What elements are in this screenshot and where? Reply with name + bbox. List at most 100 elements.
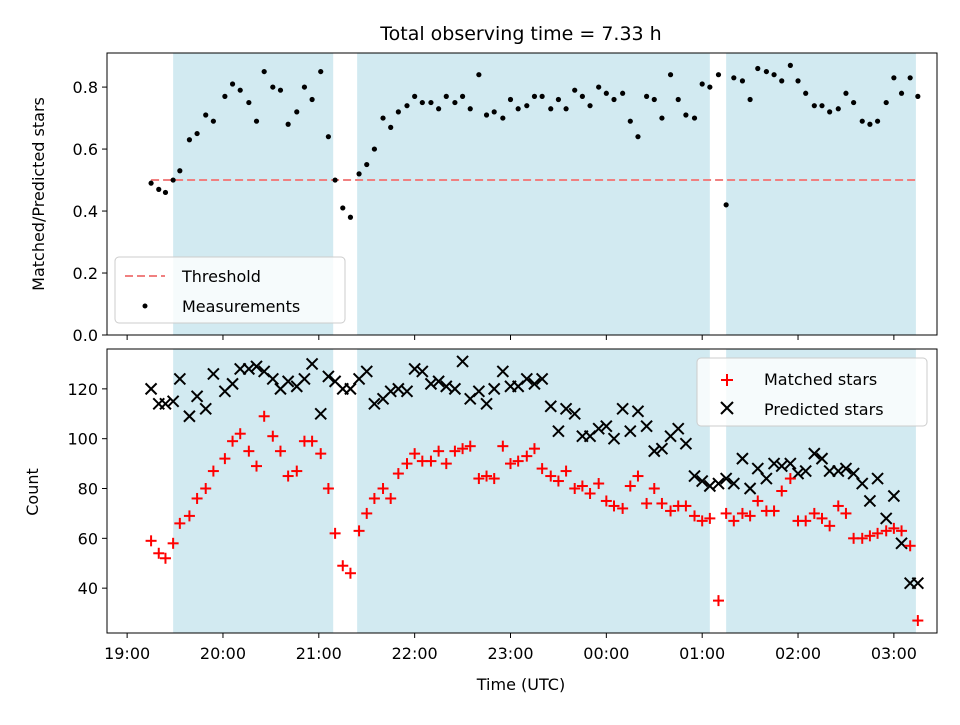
matched-star-point	[243, 445, 255, 457]
measurement-point	[620, 90, 626, 96]
measurement-point	[755, 65, 761, 72]
measurement-point	[915, 93, 921, 99]
observing-interval-shade	[357, 349, 710, 633]
matched-star-point	[392, 468, 404, 480]
measurement-point	[261, 68, 267, 75]
predicted-star-point	[775, 459, 788, 473]
predicted-star-point	[448, 382, 462, 396]
matched-star-point	[720, 507, 732, 519]
measurement-point	[436, 106, 442, 112]
predicted-star-point	[266, 372, 280, 386]
measurement-point	[388, 124, 394, 130]
predicted-star-point	[856, 477, 869, 490]
measurement-point	[194, 130, 200, 137]
matched-star-point	[145, 535, 157, 547]
matched-star-point	[880, 525, 892, 537]
measurement-point	[253, 118, 260, 124]
matched-star-point	[361, 507, 373, 519]
top-legend: Threshold Measurements	[114, 256, 346, 324]
predicted-star-point	[703, 479, 717, 493]
measurement-point	[340, 205, 346, 211]
bottom-y-ticks: 40 60 80 100 120	[67, 380, 107, 598]
predicted-star-point	[688, 469, 701, 483]
predicted-star-point	[144, 382, 158, 396]
measurement-point	[443, 93, 449, 99]
measurement-point	[491, 109, 497, 115]
measurement-point	[301, 84, 308, 90]
matched-star-point	[824, 520, 836, 532]
top-y-axis-label: Matched/Predicted stars	[29, 97, 48, 291]
matched-star-point	[353, 525, 365, 537]
predicted-star-point	[600, 420, 613, 433]
matched-star-point	[752, 495, 764, 507]
predicted-star-point	[799, 464, 812, 478]
measurement-point	[210, 118, 216, 124]
predicted-star-point	[528, 377, 541, 391]
matched-star-point	[464, 440, 476, 452]
measurement-point	[707, 84, 713, 90]
measurement-point	[779, 78, 785, 84]
measurement-point	[318, 68, 324, 75]
matched-star-point	[306, 435, 318, 447]
predicted-star-point	[400, 385, 414, 398]
matched-star-point	[888, 522, 900, 534]
matched-star-point	[912, 615, 924, 627]
matched-star-point	[545, 470, 557, 482]
matched-star-point	[251, 460, 263, 472]
predicted-star-point	[616, 402, 629, 415]
measurement-point	[162, 189, 169, 196]
measurement-point	[476, 72, 482, 78]
predicted-star-point	[250, 360, 263, 373]
matched-star-point	[258, 410, 270, 422]
predicted-star-point	[672, 422, 685, 435]
predicted-star-point	[808, 447, 821, 460]
matched-star-point	[617, 502, 629, 514]
top-x-ticks	[126, 335, 895, 340]
bottom-y-tick-label: 100	[67, 430, 98, 449]
measurement-point	[603, 90, 609, 96]
measurement-point	[587, 103, 593, 109]
predicted-star-point	[183, 410, 196, 423]
predicted-star-point	[368, 397, 381, 411]
measurement-point	[867, 121, 873, 127]
measurement-point	[170, 177, 176, 183]
predicted-star-point	[159, 397, 172, 411]
top-y-tick-label: 0.2	[73, 264, 98, 283]
matched-star-point	[488, 473, 500, 485]
matched-star-point	[680, 500, 692, 512]
measurement-point	[309, 96, 315, 103]
measurement-point	[596, 84, 602, 90]
measurement-point	[659, 115, 665, 121]
measurement-point	[651, 96, 657, 103]
matched-star-point	[696, 515, 708, 527]
predicted-star-point	[199, 402, 212, 415]
predicted-star-point	[727, 477, 741, 490]
chart-title: Total observing time = 7.33 h	[379, 23, 661, 45]
predicted-star-point	[559, 402, 573, 415]
top-y-tick-label: 0.6	[73, 140, 98, 159]
measurement-point	[156, 186, 162, 192]
matched-star-point	[401, 458, 413, 470]
predicted-star-point	[791, 467, 805, 480]
matched-star-point	[744, 510, 756, 522]
measurement-point	[667, 72, 674, 78]
predicted-star-point	[298, 372, 311, 386]
predicted-star-point	[879, 512, 893, 525]
top-y-tick-label: 0.0	[73, 326, 98, 345]
matched-star-point	[385, 492, 397, 504]
predicted-star-point	[751, 462, 764, 475]
measurement-point	[285, 121, 291, 127]
measurement-point	[500, 115, 506, 121]
predicted-star-point	[640, 420, 653, 433]
matched-star-point	[473, 473, 485, 485]
matched-star-point	[856, 532, 868, 544]
predicted-star-point	[679, 437, 693, 450]
matched-star-point	[600, 495, 612, 507]
bottom-y-tick-label: 40	[78, 579, 98, 598]
predicted-stars-series	[144, 355, 925, 590]
matched-star-point	[227, 435, 239, 447]
matched-star-point	[656, 497, 668, 509]
bottom-y-tick-label: 60	[78, 529, 98, 548]
measurement-point	[459, 93, 466, 99]
predicted-star-point	[242, 362, 256, 376]
